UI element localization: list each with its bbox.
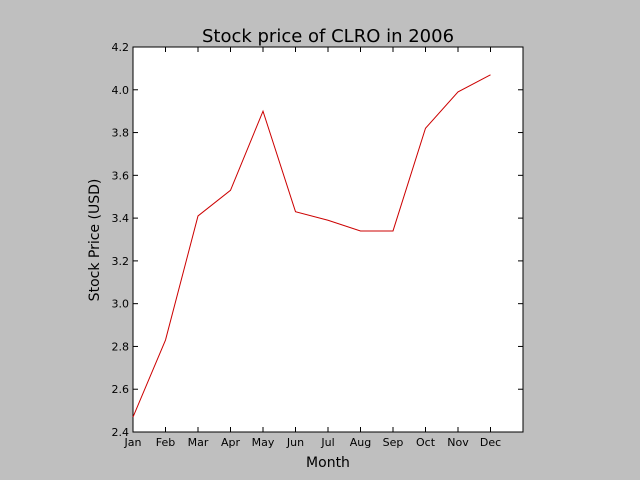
x-tick-label: Aug — [350, 436, 371, 449]
y-tick-label: 2.4 — [112, 426, 130, 439]
series-line — [132, 74, 491, 418]
x-tick-label: Jan — [124, 436, 142, 449]
y-tick-label: 3.6 — [112, 169, 130, 182]
x-tick-label: Jul — [320, 436, 334, 449]
x-tick-label: Mar — [188, 436, 209, 449]
x-axis-ticks: Jan Feb Mar Apr May Jun Jul Aug Sep Oct Nov Dec — [124, 47, 501, 449]
y-axis-ticks: 2.4 2.6 2.8 3.0 3.2 3.4 3.6 3.8 4.0 4.2 — [112, 41, 523, 439]
plot-area — [132, 46, 524, 433]
y-tick-label: 3.8 — [112, 127, 130, 140]
x-tick-label: Apr — [221, 436, 241, 449]
y-axis-label: Stock Price (USD) — [87, 179, 103, 302]
x-tick-label: Feb — [156, 436, 175, 449]
x-axis-label: Month — [306, 455, 350, 471]
x-tick-label: Sep — [383, 436, 404, 449]
x-tick-label: Nov — [447, 436, 469, 449]
y-tick-label: 3.4 — [112, 212, 130, 225]
x-tick-label: Dec — [480, 436, 501, 449]
y-tick-label: 4.0 — [112, 84, 130, 97]
y-tick-label: 3.2 — [112, 255, 130, 268]
x-tick-label: May — [252, 436, 275, 449]
x-tick-label: Oct — [416, 436, 436, 449]
y-tick-label: 2.8 — [112, 340, 130, 353]
y-tick-label: 3.0 — [112, 298, 130, 311]
x-tick-label: Jun — [286, 436, 304, 449]
chart-title: Stock price of CLRO in 2006 — [202, 26, 454, 47]
y-tick-label: 4.2 — [112, 41, 130, 54]
y-tick-label: 2.6 — [112, 383, 130, 396]
